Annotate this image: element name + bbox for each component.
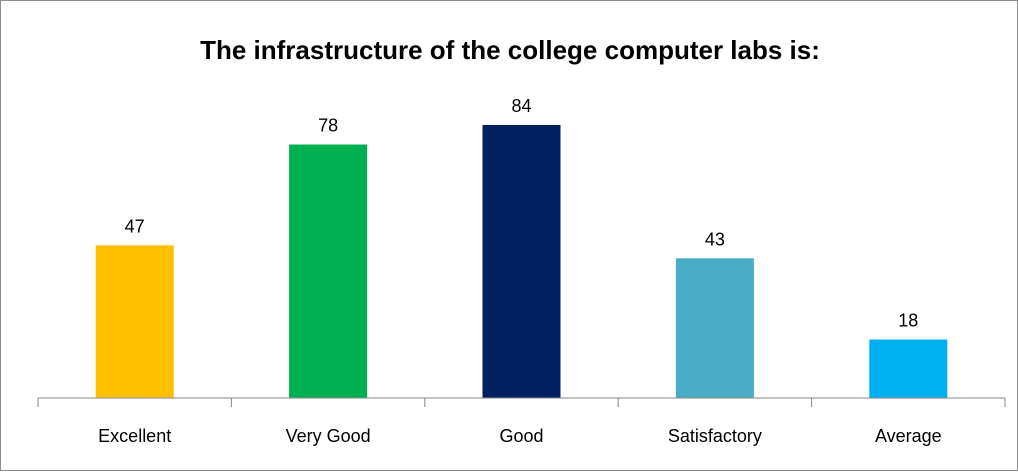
bar-excellent [95,245,174,399]
data-label-excellent: 47 [125,216,145,236]
bar-satisfactory [675,258,754,399]
x-tick-label-good: Good [499,426,543,446]
data-label-very-good: 78 [318,116,338,136]
data-label-average: 18 [898,311,918,331]
x-tick-label-satisfactory: Satisfactory [668,426,762,446]
bar-average [869,339,948,398]
bar-good [482,125,561,398]
bar-very-good [289,144,368,398]
chart-title: The infrastructure of the college comput… [200,35,820,65]
x-tick-label-very-good: Very Good [286,426,371,446]
x-tick-label-average: Average [875,426,942,446]
data-label-satisfactory: 43 [705,229,725,249]
data-label-good: 84 [511,96,531,116]
x-tick-label-excellent: Excellent [98,426,171,446]
